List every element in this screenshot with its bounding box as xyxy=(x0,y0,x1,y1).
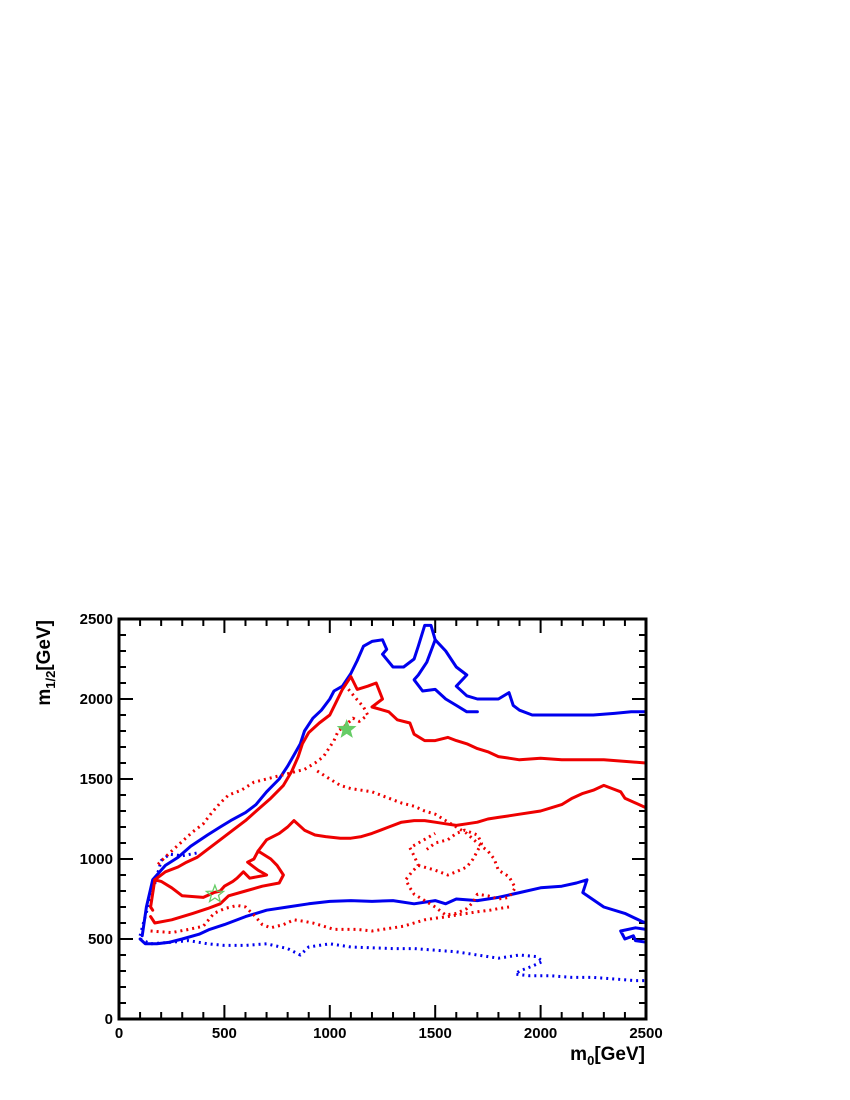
x-axis-title: m0[GeV] xyxy=(570,1044,645,1068)
x-tick-label: 500 xyxy=(212,1025,237,1042)
open-star-marker xyxy=(204,883,226,904)
contour-line-red-dotted-8 xyxy=(150,903,510,935)
contour-line-red-solid-5 xyxy=(149,849,285,925)
plot-frame xyxy=(117,617,648,1021)
y-tick-label: 0 xyxy=(105,1011,113,1028)
contour-line-blue-solid-2 xyxy=(412,638,479,714)
y-tick-label: 1000 xyxy=(80,851,113,868)
tick-labels: 0 500 1000 1500 2000 2500 0 500 1000 1500 2000 2500 xyxy=(80,611,663,1042)
contour-line-blue-solid-1 xyxy=(140,623,648,938)
contour-line-red-solid-7 xyxy=(256,783,648,853)
axis-ticks xyxy=(118,618,647,1020)
y-tick-label: 2500 xyxy=(80,611,113,628)
contour-line-red-solid-6 xyxy=(153,675,648,882)
x-tick-label: 1000 xyxy=(313,1025,346,1042)
y-tick-label: 2000 xyxy=(80,691,113,708)
y-axis-title: m1/2[GeV] xyxy=(34,620,58,706)
x-tick-label: 2000 xyxy=(524,1025,557,1042)
contour-lines xyxy=(138,623,648,983)
contour-line-red-dotted-11 xyxy=(417,828,484,877)
markers xyxy=(204,718,357,904)
filled-star-marker xyxy=(336,718,357,738)
x-tick-label: 1500 xyxy=(419,1025,452,1042)
x-tick-label: 0 xyxy=(115,1025,123,1042)
contour-line-blue-dotted-4 xyxy=(139,937,646,983)
contour-line-red-dotted-10 xyxy=(316,769,517,917)
y-tick-label: 1500 xyxy=(80,771,113,788)
y-tick-label: 500 xyxy=(88,931,113,948)
x-tick-label: 2500 xyxy=(629,1025,662,1042)
